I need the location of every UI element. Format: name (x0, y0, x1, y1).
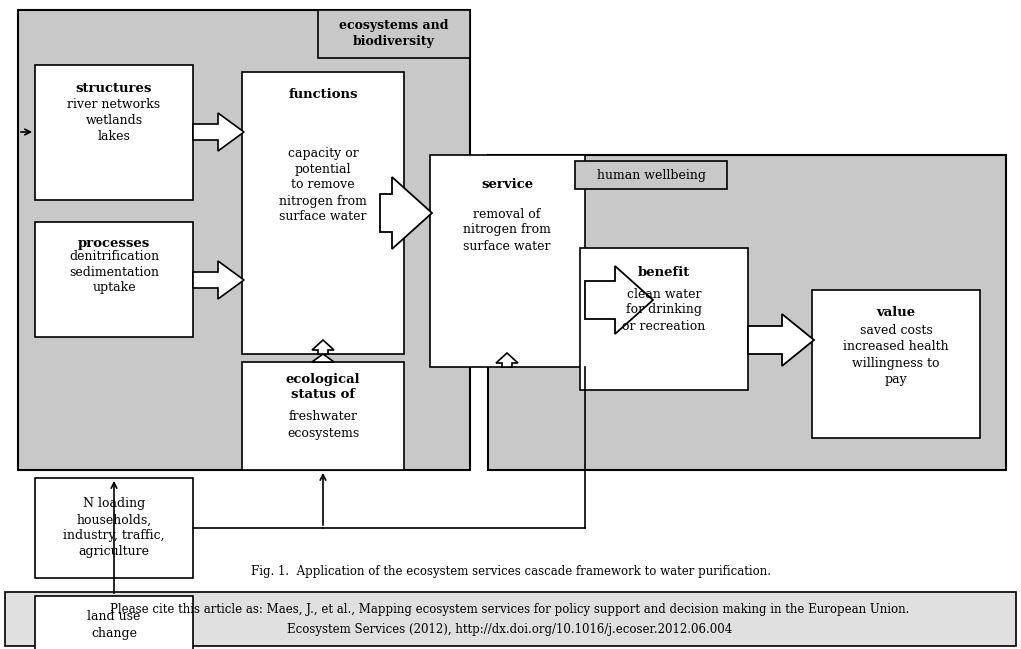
Bar (5, 592, 1016, 646)
Text: human wellbeing: human wellbeing (596, 169, 706, 182)
Text: Ecosystem Services (2012), http://dx.doi.org/10.1016/j.ecoser.2012.06.004: Ecosystem Services (2012), http://dx.doi… (287, 624, 733, 637)
Text: river networks
wetlands
lakes: river networks wetlands lakes (67, 97, 160, 143)
Bar (580, 248, 748, 390)
Bar (242, 72, 404, 354)
Text: Please cite this article as: Maes, J., et al., Mapping ecosystem services for po: Please cite this article as: Maes, J., e… (110, 604, 910, 617)
Bar (242, 362, 404, 470)
Polygon shape (748, 314, 814, 366)
Text: functions: functions (288, 88, 357, 101)
Bar (318, 10, 470, 58)
Bar (35, 596, 193, 649)
Text: benefit: benefit (638, 265, 690, 278)
Bar (430, 155, 585, 367)
Text: ecosystems and
biodiversity: ecosystems and biodiversity (339, 19, 449, 49)
Polygon shape (496, 353, 518, 367)
Text: removal of
nitrogen from
surface water: removal of nitrogen from surface water (464, 208, 551, 252)
Text: freshwater
ecosystems: freshwater ecosystems (287, 411, 359, 439)
Polygon shape (193, 113, 244, 151)
Text: capacity or
potential
to remove
nitrogen from
surface water: capacity or potential to remove nitrogen… (279, 147, 367, 223)
Bar (35, 222, 193, 337)
Text: ecological
status of: ecological status of (286, 373, 360, 402)
Text: Fig. 1.  Application of the ecosystem services cascade framework to water purifi: Fig. 1. Application of the ecosystem ser… (250, 565, 771, 578)
Text: N loading
households,
industry, traffic,
agriculture: N loading households, industry, traffic,… (63, 498, 164, 559)
Bar (488, 155, 1006, 470)
Bar (35, 65, 193, 200)
Bar (35, 478, 193, 578)
Text: denitrification
sedimentation
uptake: denitrification sedimentation uptake (69, 249, 159, 295)
Polygon shape (312, 340, 334, 354)
Text: clean water
for drinking
or recreation: clean water for drinking or recreation (623, 288, 706, 332)
Text: processes: processes (78, 238, 150, 251)
Text: saved costs
increased health
willingness to
pay: saved costs increased health willingness… (843, 324, 949, 386)
Polygon shape (312, 354, 334, 362)
Text: structures: structures (76, 82, 152, 95)
Polygon shape (585, 266, 653, 334)
Bar (575, 161, 727, 189)
Polygon shape (193, 261, 244, 299)
Text: value: value (876, 306, 916, 319)
Text: service: service (481, 178, 533, 191)
Polygon shape (380, 177, 432, 249)
Bar (18, 10, 470, 470)
Bar (812, 290, 980, 438)
Text: land use
change: land use change (88, 611, 141, 639)
